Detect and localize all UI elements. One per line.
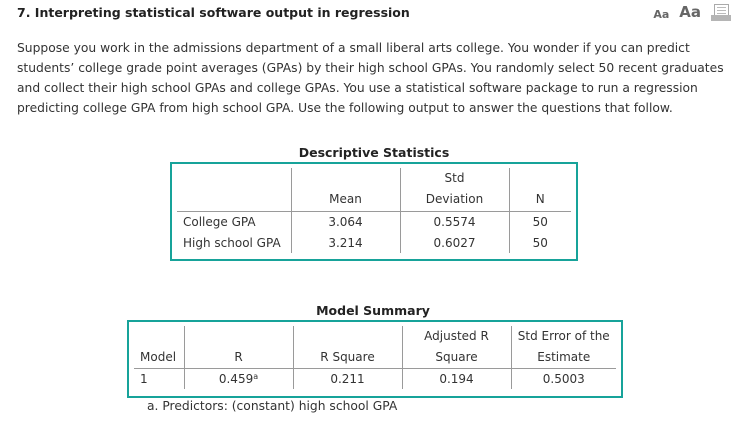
question-title: 7. Interpreting statistical software out…: [17, 5, 410, 20]
cell-mean: 3.214: [291, 233, 401, 253]
header-r: R: [184, 346, 294, 368]
r-value: 0.459: [218, 371, 254, 386]
header-std-error-line1: Std Error of the: [517, 329, 610, 343]
footnote-marker: a: [253, 371, 259, 381]
cell-std-error: 0.5003: [542, 371, 585, 386]
cell-std: 0.5574: [400, 211, 510, 233]
header-adjusted-line2: Square: [402, 346, 512, 368]
header-mean: Mean: [291, 188, 401, 211]
header-std-line1: Std: [400, 168, 510, 188]
model-summary-table: Adjusted R Std Error of the Model R R Sq…: [127, 320, 623, 398]
row-label: College GPA: [177, 211, 292, 233]
table-row: High school GPA 3.214 0.6027 50: [177, 233, 571, 253]
cell-mean: 3.064: [291, 211, 401, 233]
header-r-square: R Square: [293, 346, 403, 368]
model-summary-footnote: a. Predictors: (constant) high school GP…: [147, 399, 398, 413]
table-row: College GPA 3.064 0.5574 50: [177, 211, 571, 233]
cell-n: 50: [532, 215, 548, 230]
descriptive-statistics-table: Std Mean Deviation N College GPA 3.064 0…: [170, 162, 578, 261]
print-icon[interactable]: [711, 4, 731, 21]
cell-adjusted-r-square: 0.194: [402, 368, 512, 389]
header-std-line2: Deviation: [400, 188, 510, 211]
cell-std: 0.6027: [400, 233, 510, 253]
toolbar: Aa Aa: [653, 3, 731, 21]
cell-r: 0.459a: [184, 368, 294, 389]
row-label: High school GPA: [177, 233, 292, 253]
decrease-font-button[interactable]: Aa: [653, 8, 670, 21]
cell-model: 1: [134, 368, 185, 389]
increase-font-button[interactable]: Aa: [679, 3, 701, 21]
header-n: N: [535, 192, 545, 207]
header-std-error-line2: Estimate: [537, 349, 591, 364]
question-intro: Suppose you work in the admissions depar…: [17, 41, 724, 115]
cell-r-square: 0.211: [293, 368, 403, 389]
table-row: 1 0.459a 0.211 0.194 0.5003: [134, 368, 616, 389]
header-model: Model: [134, 346, 185, 368]
model-summary-title: Model Summary: [316, 303, 430, 318]
descriptive-statistics-title: Descriptive Statistics: [298, 145, 450, 160]
header-adjusted-line1: Adjusted R: [402, 326, 512, 346]
cell-n: 50: [532, 236, 548, 250]
